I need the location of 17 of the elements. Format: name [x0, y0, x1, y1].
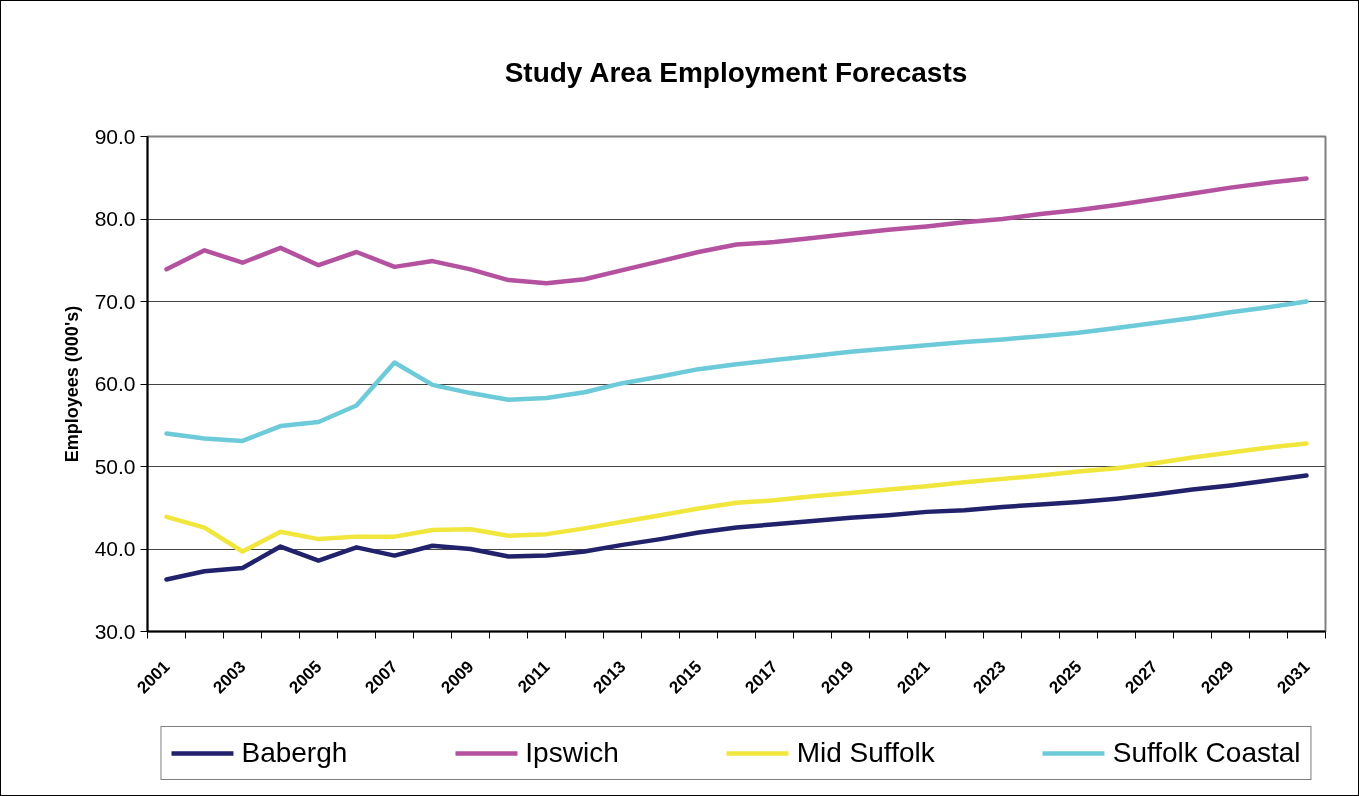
y-tick-label: 50.0 — [94, 454, 136, 478]
y-tick-label: 40.0 — [94, 537, 136, 560]
y-tick-label: 30.0 — [94, 619, 136, 643]
line-series — [164, 441, 1309, 554]
y-axis-title: Employees (000's) — [61, 305, 82, 463]
line-series — [164, 176, 1309, 286]
legend-label: Babergh — [241, 737, 348, 769]
y-tick-label: 70.0 — [94, 289, 136, 313]
line-series — [164, 473, 1309, 582]
y-tick-label: 80.0 — [94, 207, 136, 230]
y-tick-label: 90.0 — [94, 124, 136, 148]
legend-label: Suffolk Coastal — [1112, 737, 1301, 769]
legend-label: Mid Suffolk — [796, 737, 935, 769]
y-tick-label: 60.0 — [94, 372, 136, 395]
line-series — [164, 299, 1309, 444]
legend-label: Ipswich — [525, 737, 619, 769]
chart-title: Study Area Employment Forecasts — [504, 56, 968, 88]
